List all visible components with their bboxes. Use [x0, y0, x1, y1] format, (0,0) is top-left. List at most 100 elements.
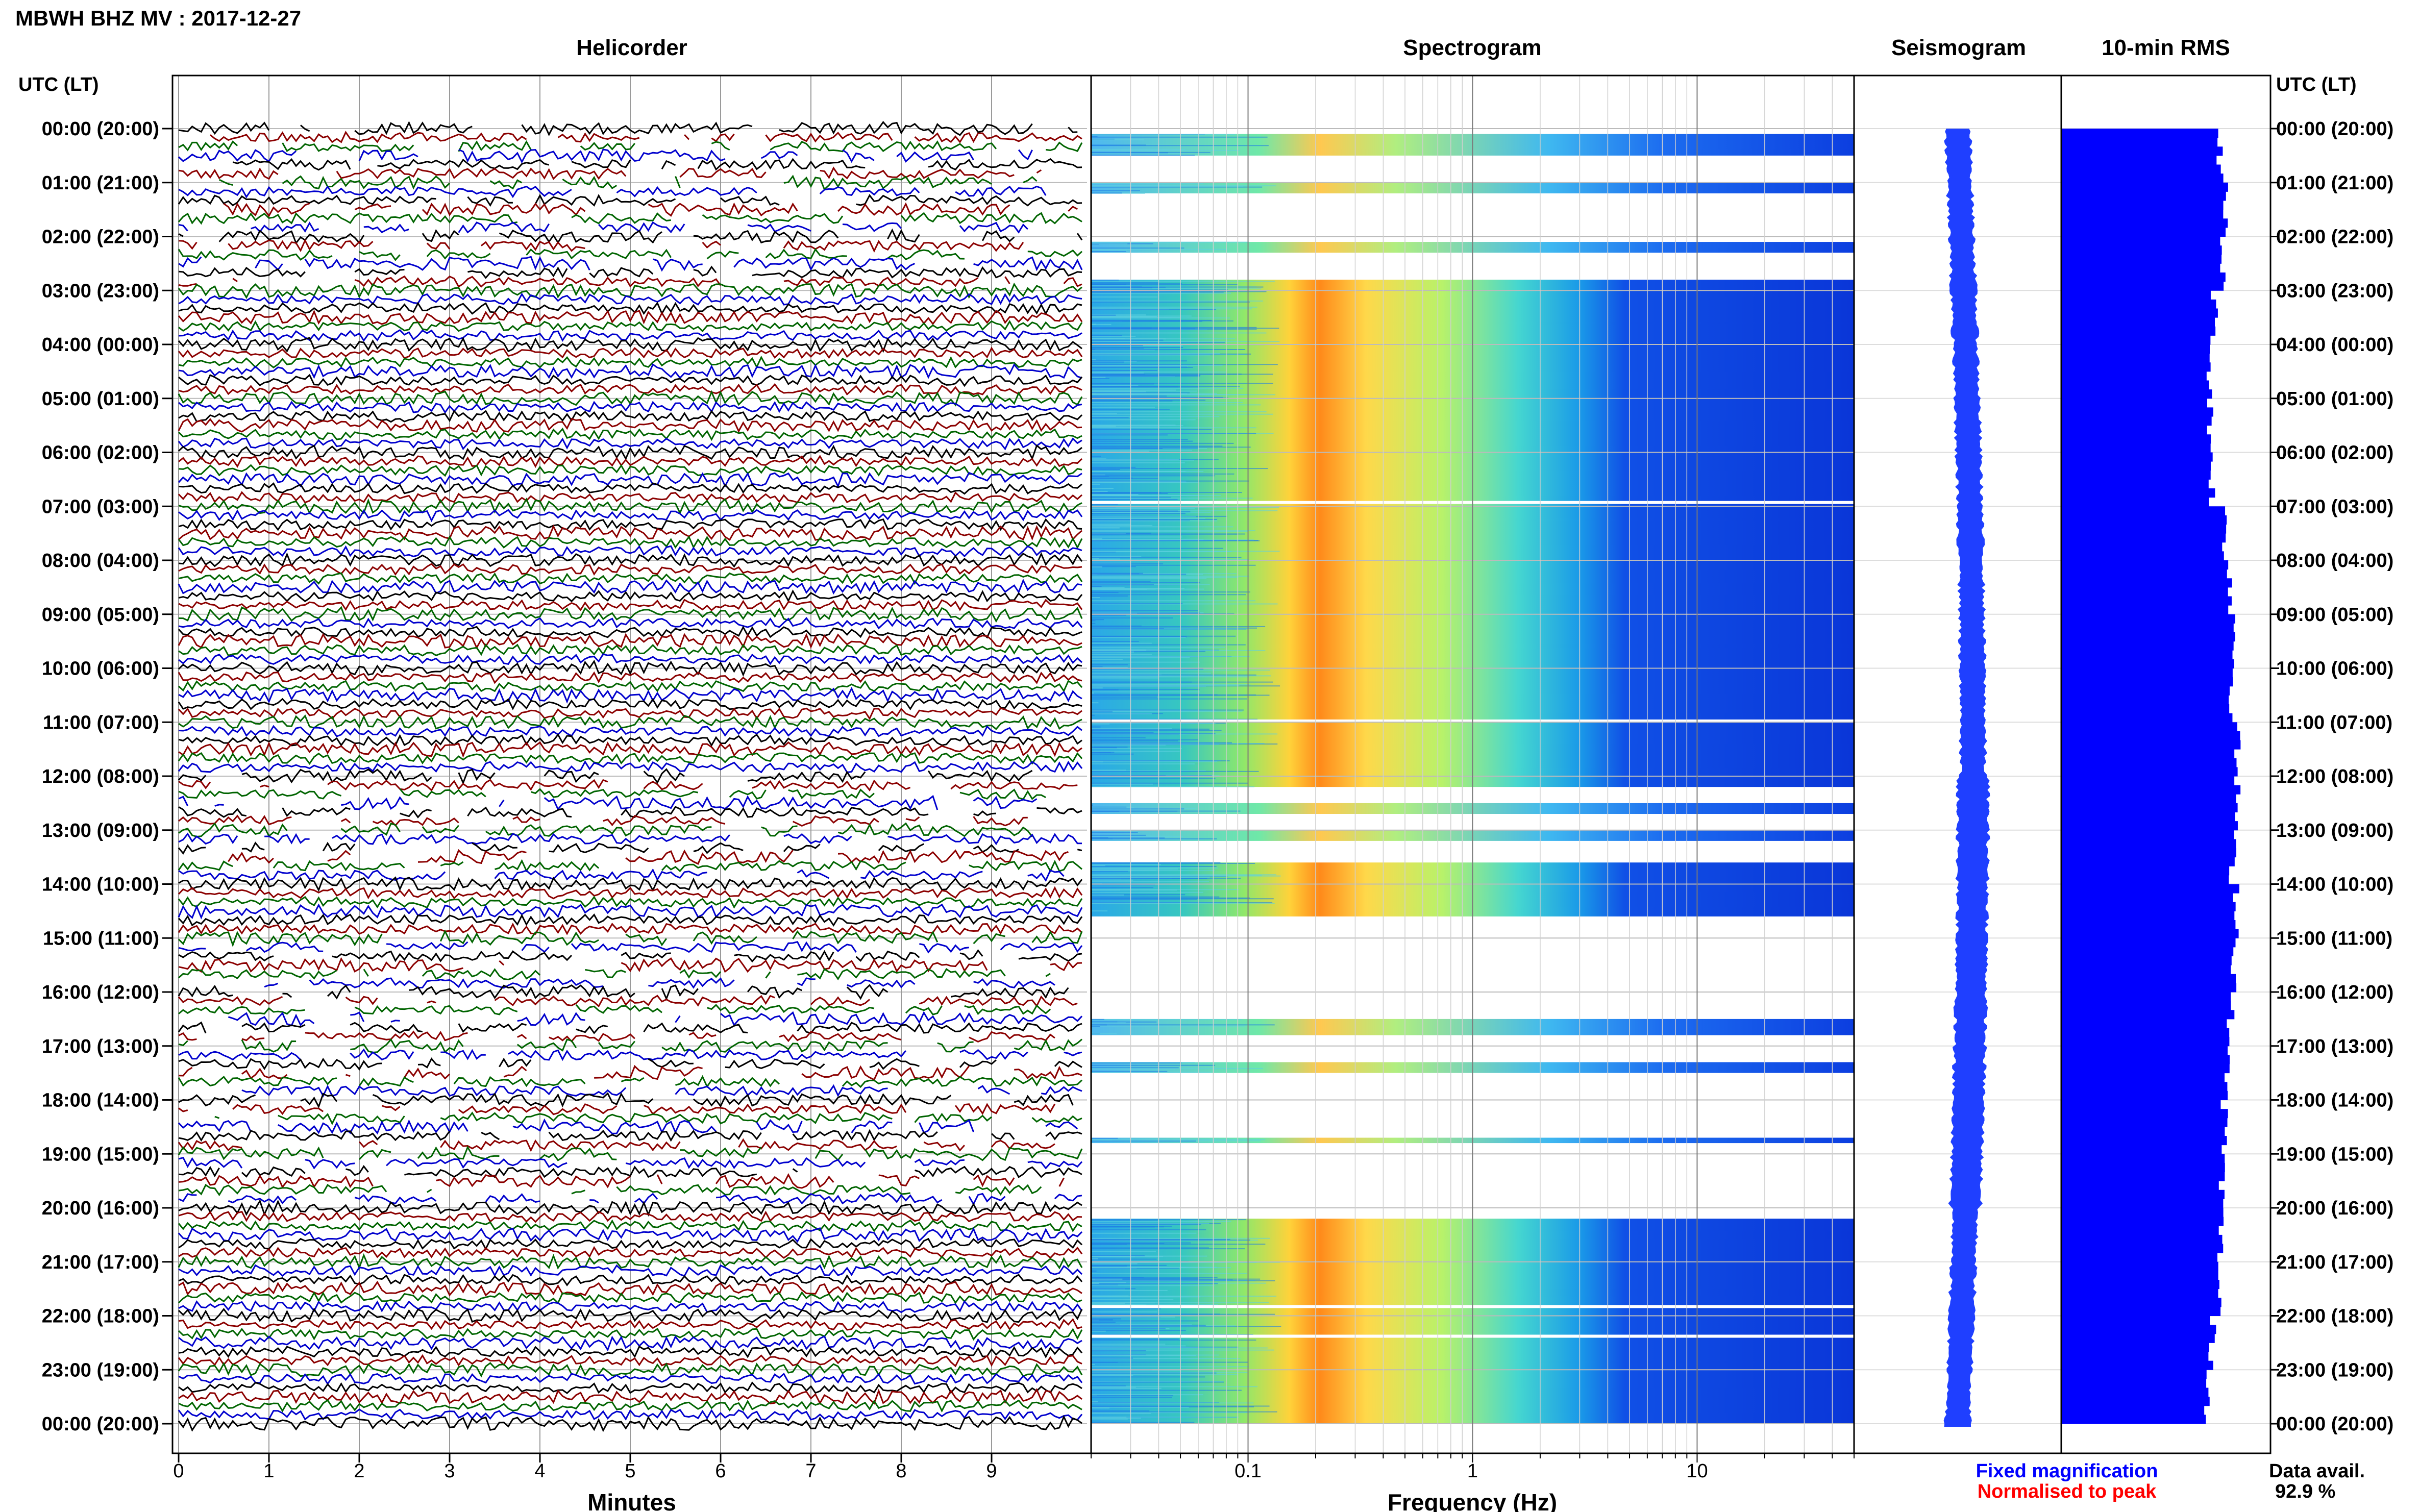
rms-bar — [2061, 812, 2235, 822]
helicorder-row-trace — [178, 417, 1082, 433]
helicorder-row-trace — [178, 929, 1083, 948]
helicorder-row-trace — [178, 940, 1083, 954]
rms-bar — [2061, 983, 2237, 993]
rms-frame — [2060, 75, 2272, 1454]
helicorder-row-trace — [178, 606, 1083, 623]
rms-bar — [2061, 947, 2234, 956]
helicorder-row-trace — [178, 1264, 1083, 1277]
x-tick-label: 9 — [986, 1460, 997, 1482]
rms-bar — [2061, 1028, 2230, 1037]
footer: Fixed magnification Normalised to peak D… — [1976, 1460, 2365, 1502]
x-tick-label: 0 — [173, 1460, 184, 1482]
helicorder-row-trace — [178, 949, 1082, 963]
helicorder-row-trace — [178, 491, 1083, 504]
helicorder-row-trace — [178, 292, 1082, 306]
helicorder-row-trace — [178, 1219, 1082, 1232]
rms-bars — [2061, 129, 2241, 1424]
rms-bar — [2061, 452, 2213, 462]
helicorder-row-trace — [178, 563, 1082, 576]
helicorder-row-trace — [178, 1064, 1082, 1081]
helicorder-row-trace — [178, 1237, 1083, 1251]
rms-bar — [2061, 929, 2239, 938]
helicorder-row-trace — [178, 444, 1082, 461]
helicorder-row-trace — [178, 1193, 1082, 1206]
rms-bar — [2061, 380, 2209, 390]
rms-bar — [2061, 1073, 2225, 1082]
helicorder-row-trace — [178, 221, 1028, 234]
helicorder-row-trace — [178, 329, 1082, 342]
rms-bar — [2061, 236, 2220, 246]
rms-bar — [2061, 884, 2239, 894]
y-tick-label: 18:00 (14:00) — [42, 1090, 159, 1111]
rms-bar — [2061, 533, 2226, 543]
helicorder-row-trace — [178, 1038, 1082, 1054]
y-tick-label-right: 22:00 (18:00) — [2276, 1306, 2393, 1327]
helicorder-row-trace — [178, 1227, 1083, 1243]
y-tick-label: 22:00 (18:00) — [42, 1306, 159, 1327]
y-tick-label-right: 18:00 (14:00) — [2276, 1090, 2393, 1111]
helicorder-row-trace — [178, 957, 1082, 973]
helicorder-row-trace — [241, 1084, 1082, 1098]
y-tick-label-right: 09:00 (05:00) — [2276, 604, 2393, 626]
rms-bar — [2061, 1001, 2231, 1010]
rms-bar — [2061, 1181, 2219, 1191]
helicorder-row-trace — [178, 498, 1082, 515]
helicorder-row-trace — [178, 1118, 1078, 1135]
helicorder-row-trace — [178, 659, 1082, 677]
helicorder-row-trace — [178, 1399, 1082, 1413]
helicorder-x-ticks: 0 1 2 3 4 5 6 7 8 9 — [173, 1453, 997, 1482]
helicorder-row-trace — [218, 175, 1038, 191]
rms-bar — [2061, 191, 2226, 201]
spectrogram-panel: Spectrogram 0.1 1 10 Frequency (Hz) — [1090, 35, 1855, 1512]
helicorder-row-trace — [264, 977, 1055, 989]
rms-bar — [2061, 740, 2241, 750]
rms-bar — [2061, 1118, 2228, 1127]
rms-bar — [2061, 749, 2235, 759]
rms-bar — [2061, 830, 2234, 839]
rms-bar — [2061, 839, 2236, 849]
helicorder-row-trace — [178, 1165, 1082, 1178]
rms-bar — [2061, 425, 2207, 435]
rms-bar — [2061, 758, 2237, 767]
y-tick-label: 06:00 (02:00) — [42, 442, 159, 464]
helicorder-row-trace — [178, 868, 1065, 882]
rms-bar — [2061, 1189, 2225, 1199]
helicorder-row-trace — [178, 876, 1083, 893]
helicorder-row-trace — [178, 1372, 1083, 1386]
rms-bar — [2061, 1162, 2225, 1172]
rms-bar — [2061, 227, 2226, 237]
helicorder-row-trace — [178, 707, 1082, 721]
y-tick-label: 01:00 (21:00) — [42, 172, 159, 194]
rms-bar — [2061, 677, 2233, 687]
helicorder-row-trace — [178, 120, 1078, 137]
rms-bar — [2061, 938, 2236, 948]
helicorder-row-trace — [178, 806, 1082, 819]
helicorder-row-trace — [178, 228, 1083, 245]
y-tick-label: 19:00 (15:00) — [42, 1144, 159, 1165]
rms-bar — [2061, 1100, 2221, 1109]
rms-bar — [2061, 1127, 2225, 1136]
y-tick-label-right: 23:00 (19:00) — [2276, 1359, 2393, 1381]
helicorder-row-trace — [178, 922, 1083, 936]
rms-bar — [2061, 201, 2224, 210]
data-availability-value: 92.9 % — [2275, 1481, 2335, 1502]
rms-bar — [2061, 821, 2238, 831]
helicorder-row-trace — [178, 725, 1082, 738]
helicorder-row-trace — [178, 1300, 1083, 1313]
left-time-axis: 00:00 (20:00) 01:00 (21:00) 02:00 (22:00) 0… — [42, 118, 172, 1435]
rms-bar — [2061, 1082, 2228, 1092]
rms-bar — [2061, 155, 2217, 165]
rms-bar — [2061, 803, 2238, 812]
rms-bar — [2061, 1172, 2225, 1181]
y-tick-label: 20:00 (16:00) — [42, 1198, 159, 1219]
rms-bar — [2061, 776, 2235, 786]
rms-bar — [2061, 1343, 2209, 1352]
x-tick-label: 1 — [263, 1460, 274, 1482]
rms-bar — [2061, 650, 2233, 660]
rms-bar — [2061, 1280, 2219, 1290]
helicorder-row-trace — [178, 633, 1082, 650]
helicorder-row-trace — [178, 995, 1078, 1008]
spectrogram-grid — [1091, 76, 1855, 1453]
rms-bar — [2061, 902, 2236, 911]
